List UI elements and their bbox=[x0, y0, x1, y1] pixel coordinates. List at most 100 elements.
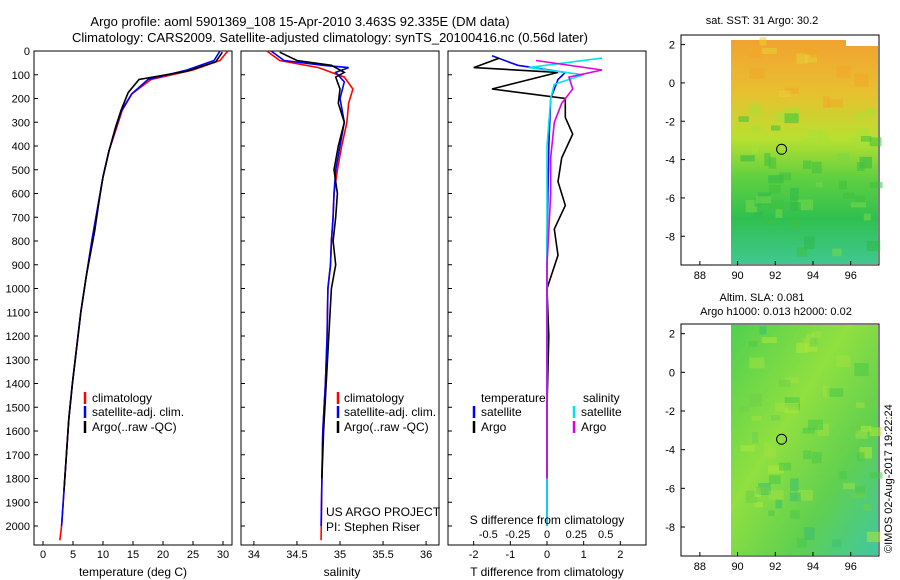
y-tick-label: 500 bbox=[12, 165, 30, 177]
map-texture-cell bbox=[790, 187, 799, 201]
map-texture-cell bbox=[749, 393, 763, 407]
map-texture-cell bbox=[738, 116, 749, 122]
x-tick-label-s: 0.25 bbox=[566, 529, 587, 541]
map-texture-cell bbox=[784, 397, 800, 408]
legend-label-t-satellite: satellite bbox=[481, 405, 522, 419]
map-texture-cell bbox=[854, 363, 869, 377]
x-tick-label-s: -0.5 bbox=[479, 529, 498, 541]
map-texture-cell bbox=[808, 129, 823, 140]
map-texture-cell bbox=[863, 213, 871, 221]
legend-label-t-argo: Argo bbox=[481, 420, 507, 434]
series-s-satellite bbox=[528, 57, 603, 526]
map-texture-cell bbox=[768, 475, 781, 485]
sla-argo-marker bbox=[776, 433, 788, 445]
map-texture-cell bbox=[815, 182, 823, 188]
series-satellite-adj-clim- bbox=[270, 50, 349, 527]
map-texture-cell bbox=[754, 211, 763, 217]
map-texture-cell bbox=[802, 427, 815, 434]
temperature-plot: 0100200300400500600700800900100011001200… bbox=[6, 46, 230, 561]
map-x-tick-label: 94 bbox=[807, 270, 819, 282]
map-y-tick-label: -6 bbox=[665, 483, 675, 495]
figure-title-line1: Argo profile: aoml 5901369_108 15-Apr-20… bbox=[90, 14, 509, 29]
map-texture-cell bbox=[869, 427, 882, 437]
sst-map: 88 90 92 94 96 2 0 -2 -4 -6 -8 bbox=[665, 34, 883, 282]
map-texture-cell bbox=[778, 90, 791, 98]
map-texture-cell bbox=[860, 425, 872, 432]
map-texture-cell bbox=[811, 42, 822, 49]
map-texture-cell bbox=[802, 137, 815, 144]
map-texture-cell bbox=[768, 184, 781, 194]
map-texture-cell bbox=[754, 502, 763, 508]
map-texture-cell bbox=[778, 379, 791, 387]
map-texture-cell bbox=[817, 423, 830, 436]
difference-plot: -2 -1 0 1 2 -0.5 -0.25 0 0.25 0.5 bbox=[448, 50, 623, 561]
map-texture-cell bbox=[761, 337, 777, 344]
t-difference-xlabel: T difference from climatology bbox=[470, 565, 624, 579]
sst-land-corner bbox=[846, 36, 878, 46]
map-texture-cell bbox=[804, 236, 815, 250]
map-texture-cell bbox=[843, 483, 855, 490]
map-texture-cell bbox=[789, 492, 801, 502]
map-texture-cell bbox=[822, 385, 830, 398]
sst-map-axes: 88 90 92 94 96 2 0 -2 -4 -6 -8 bbox=[665, 40, 857, 282]
sla-map-axes: 88 90 92 94 96 2 0 -2 -4 -6 -8 bbox=[665, 329, 857, 573]
y-tick-label: 1800 bbox=[6, 474, 30, 486]
sst-argo-marker bbox=[776, 143, 788, 155]
series-argo bbox=[63, 51, 224, 491]
map-texture-cell bbox=[811, 331, 822, 338]
map-texture-cell bbox=[748, 52, 758, 58]
x-tick-label: 30 bbox=[217, 549, 229, 561]
map-texture-cell bbox=[745, 490, 758, 503]
map-texture-cell bbox=[836, 443, 849, 452]
map-texture-cell bbox=[771, 415, 781, 421]
map-texture-cell bbox=[796, 538, 807, 548]
map-texture-cell bbox=[790, 510, 800, 519]
x-tick-label-s: -0.25 bbox=[505, 529, 530, 541]
y-tick-label: 1900 bbox=[6, 497, 30, 509]
map-texture-cell bbox=[832, 539, 842, 548]
map-texture-cell bbox=[796, 53, 808, 64]
legend-header-temperature: temperature bbox=[481, 391, 546, 405]
map-texture-cell bbox=[836, 355, 851, 368]
map-texture-cell bbox=[768, 510, 775, 517]
map-x-tick-label: 94 bbox=[807, 561, 819, 573]
map-texture-cell bbox=[784, 113, 799, 124]
map-texture-cell bbox=[849, 426, 858, 433]
map-texture-cell bbox=[803, 160, 812, 169]
map-y-tick-label: 2 bbox=[669, 329, 675, 341]
map-texture-cell bbox=[855, 486, 865, 495]
x-tick-label: -1 bbox=[505, 549, 515, 561]
map-texture-cell bbox=[768, 199, 784, 210]
map-texture-cell bbox=[771, 125, 781, 131]
x-tick-label: 35 bbox=[334, 549, 346, 561]
y-tick-label: 1500 bbox=[6, 402, 30, 414]
x-tick-label: 0 bbox=[544, 549, 550, 561]
x-tick-label: 35.5 bbox=[372, 549, 393, 561]
map-texture-cell bbox=[866, 240, 881, 251]
y-tick-label: 600 bbox=[12, 189, 30, 201]
y-tick-label: 400 bbox=[12, 141, 30, 153]
series-t-argo bbox=[473, 57, 574, 479]
map-texture-cell bbox=[838, 180, 847, 190]
map-texture-cell bbox=[749, 68, 765, 80]
map-x-tick-label: 92 bbox=[769, 270, 781, 282]
x-tick-label: 5 bbox=[70, 549, 76, 561]
series-s-argo bbox=[535, 59, 603, 479]
map-texture-cell bbox=[775, 499, 783, 509]
map-texture-cell bbox=[863, 504, 871, 511]
map-texture-cell bbox=[740, 155, 755, 162]
salinity-plot: 34 34.5 35 35.5 36 bbox=[241, 50, 432, 561]
map-texture-cell bbox=[832, 248, 842, 257]
map-texture-cell bbox=[808, 419, 823, 430]
map-x-tick-label: 88 bbox=[694, 270, 706, 282]
temperature-legend: climatology satellite-adj. clim. Argo(..… bbox=[83, 391, 184, 434]
map-texture-cell bbox=[774, 402, 789, 412]
map-texture-cell bbox=[856, 402, 865, 408]
map-texture-cell bbox=[751, 415, 762, 422]
map-texture-cell bbox=[817, 133, 830, 146]
map-texture-cell bbox=[838, 470, 847, 480]
salinity-xlabel: salinity bbox=[324, 565, 361, 579]
series-satellite-adj-clim- bbox=[60, 50, 221, 527]
legend-header-salinity: salinity bbox=[583, 391, 620, 405]
map-texture-cell bbox=[811, 451, 822, 464]
